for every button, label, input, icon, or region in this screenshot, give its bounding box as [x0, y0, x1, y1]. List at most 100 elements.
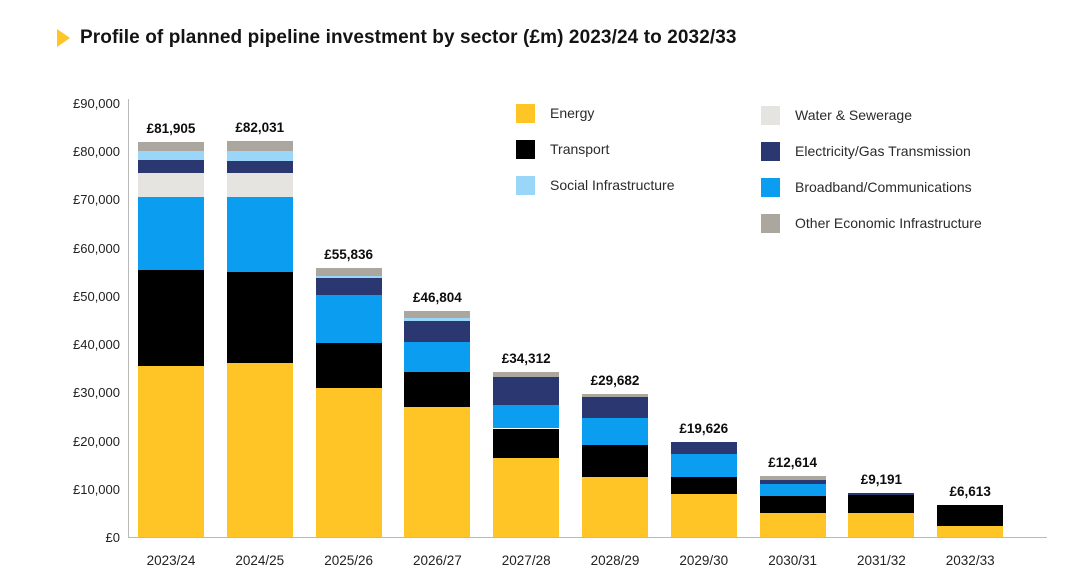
legend-label: Social Infrastructure	[550, 177, 675, 193]
bar-segment	[404, 342, 471, 372]
bar-segment	[315, 388, 382, 537]
y-axis-line	[128, 99, 129, 538]
bar-total-label: £81,905	[146, 121, 196, 137]
bar-segment	[226, 271, 293, 363]
bar-segment	[759, 495, 826, 514]
bar-segment	[670, 476, 737, 494]
y-axis-tick-label: £70,000	[73, 192, 120, 208]
legend-swatch-icon	[761, 213, 780, 233]
legend-item-water-sewerage: Water & Sewerage	[761, 105, 912, 125]
x-axis-tick-label: 2026/27	[412, 553, 462, 568]
bar-segment	[138, 196, 204, 271]
bar-segment	[493, 428, 560, 459]
y-axis-tick-label: £90,000	[73, 96, 120, 111]
bar-segment	[404, 371, 471, 408]
bar-segment	[670, 454, 737, 477]
x-axis-tick-label: 2031/32	[856, 553, 906, 568]
bar-total-label: £46,804	[412, 290, 462, 306]
x-axis-tick-label: 2029/30	[679, 553, 729, 568]
y-axis-tick-label: £60,000	[73, 240, 120, 256]
bar-segment	[493, 371, 560, 378]
bar-segment	[937, 526, 1004, 537]
bar-segment	[759, 484, 826, 496]
bar-segment	[138, 270, 204, 366]
bar-segment	[404, 321, 471, 343]
bar-segment	[138, 160, 204, 173]
bar-segment	[404, 311, 471, 319]
bar-segment	[315, 342, 382, 389]
bar-segment	[493, 458, 560, 537]
chart-title-row: Profile of planned pipeline investment b…	[57, 27, 737, 49]
legend-item-broadband-communications: Broadband/Communications	[761, 177, 972, 197]
bar-total-label: £19,626	[679, 421, 729, 437]
legend-swatch-icon	[516, 139, 535, 159]
bar-segment	[937, 505, 1004, 527]
x-axis-tick-label: 2030/31	[768, 553, 817, 568]
bar-segment	[226, 151, 293, 161]
y-axis-tick-label: £80,000	[73, 144, 120, 160]
x-axis-tick-label: 2032/33	[945, 553, 995, 568]
bar-total-label: £29,682	[590, 372, 640, 388]
legend-label: Transport	[550, 141, 610, 157]
bar-total-label: £34,312	[501, 350, 551, 366]
bar-segment	[582, 477, 648, 537]
bar-segment	[848, 513, 915, 537]
legend-item-transport: Transport	[516, 139, 609, 159]
bar-segment	[670, 442, 737, 455]
x-axis-tick-label: 2028/29	[590, 553, 640, 568]
bar-segment	[226, 160, 293, 173]
bar-segment	[582, 444, 648, 478]
bar-segment	[759, 513, 826, 537]
legend-swatch-icon	[761, 141, 780, 161]
bar-total-label: £12,614	[768, 455, 817, 471]
bar-segment	[493, 377, 560, 406]
x-axis-tick-label: 2025/26	[324, 553, 373, 568]
legend-label: Broadband/Communications	[795, 179, 972, 195]
bar-total-label: £82,031	[235, 120, 285, 136]
legend-label: Energy	[550, 105, 595, 121]
bar-segment	[404, 407, 471, 537]
y-axis-tick-label: £20,000	[73, 433, 120, 449]
legend-swatch-icon	[761, 105, 780, 125]
bar-segment	[670, 493, 737, 537]
bar-segment	[848, 495, 915, 514]
bar-segment	[315, 267, 382, 276]
legend-label: Water & Sewerage	[795, 107, 912, 123]
bar-segment	[404, 318, 471, 322]
bar-segment	[138, 151, 204, 161]
x-axis-tick-label: 2023/24	[146, 553, 196, 568]
bar-segment	[138, 365, 204, 537]
y-axis-tick-label: £50,000	[73, 288, 120, 304]
legend-label: Electricity/Gas Transmission	[795, 143, 971, 159]
bar-segment	[582, 418, 648, 445]
y-axis-tick-label: £10,000	[73, 481, 120, 497]
x-axis-tick-label: 2024/25	[235, 553, 285, 568]
bar-segment	[315, 275, 382, 279]
bar-segment	[848, 492, 915, 496]
bar-segment	[759, 480, 826, 485]
bar-segment	[315, 294, 382, 343]
bar-total-label: £6,613	[949, 484, 991, 500]
bar-total-label: £9,191	[860, 471, 903, 487]
y-axis-tick-label: £40,000	[73, 337, 120, 353]
bar-segment	[138, 172, 204, 197]
bar-segment	[582, 393, 648, 397]
bar-segment	[582, 396, 648, 419]
legend-swatch-icon	[761, 177, 780, 197]
legend-item-energy: Energy	[516, 103, 594, 123]
legend-item-other-economic-infrastructure: Other Economic Infrastructure	[761, 213, 982, 233]
legend-item-social-infrastructure: Social Infrastructure	[516, 175, 675, 195]
bar-segment	[759, 476, 826, 481]
y-axis-tick-label: £30,000	[73, 385, 120, 401]
bar-segment	[226, 362, 293, 537]
x-axis-tick-label: 2027/28	[501, 553, 551, 568]
bar-segment	[226, 196, 293, 272]
legend-swatch-icon	[516, 175, 535, 195]
legend-item-electricity-gas-transmission: Electricity/Gas Transmission	[761, 141, 971, 161]
bar-segment	[138, 142, 204, 152]
y-axis-tick-label: £0	[105, 530, 120, 545]
title-bullet-arrow-icon	[57, 29, 70, 47]
legend-swatch-icon	[516, 103, 535, 123]
bar-segment	[315, 278, 382, 295]
